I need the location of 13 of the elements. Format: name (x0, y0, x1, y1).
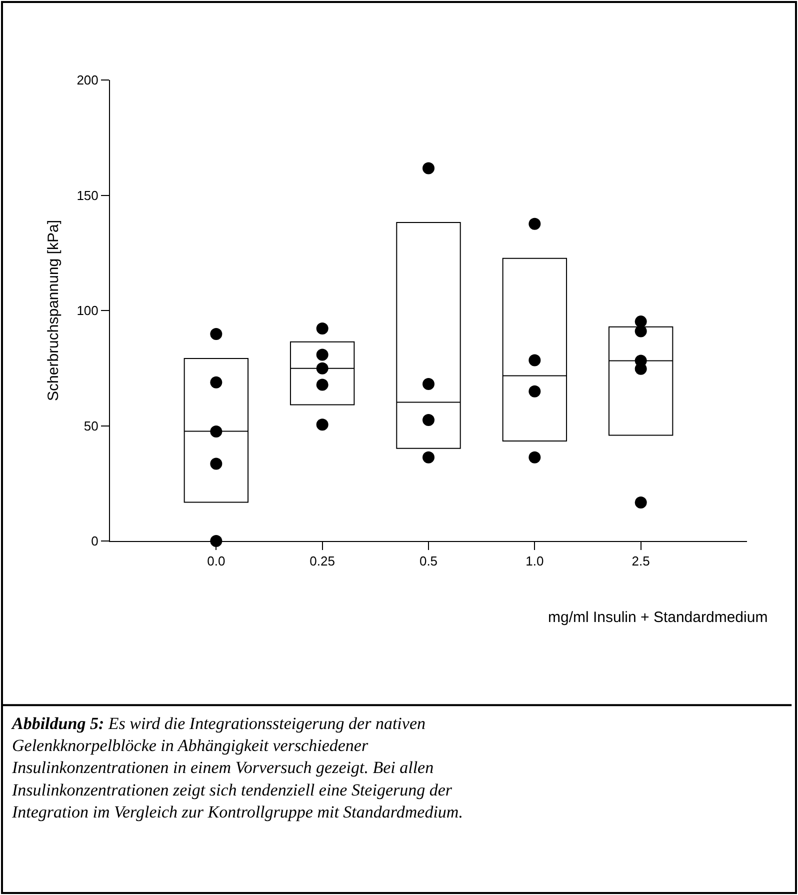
y-tick-label: 200 (76, 72, 98, 88)
y-axis-title: Scherbruchspannung [kPa] (44, 220, 62, 401)
x-tick-label: 1.0 (526, 554, 544, 569)
x-tick-label: 0.25 (310, 554, 335, 569)
x-axis-title: mg/ml Insulin + Standardmedium (548, 609, 768, 626)
y-tick-label: 50 (84, 418, 98, 434)
y-tick-label: 0 (91, 534, 98, 549)
x-tick-label: 0.0 (207, 554, 226, 569)
text: Abbildung 5: Es wird die Integrationssteigerung der nativen Gelenkknorpelblöcke in Abhängigkeit verschiedener Insulinkonzentrationen in einem Vorversuch gezeigt. Bei allen Insulinkonzentrationen zeigt sich tendenziell eine Steigerung der Integration im Vergleich zur Kontrollgruppe mit Standardmedium. (11, 714, 463, 822)
x-tick-label: 2.5 (632, 554, 650, 569)
y-tick-label: 150 (76, 188, 98, 203)
x-tick-label: 0.5 (419, 554, 438, 569)
y-tick-label: 100 (76, 303, 98, 318)
